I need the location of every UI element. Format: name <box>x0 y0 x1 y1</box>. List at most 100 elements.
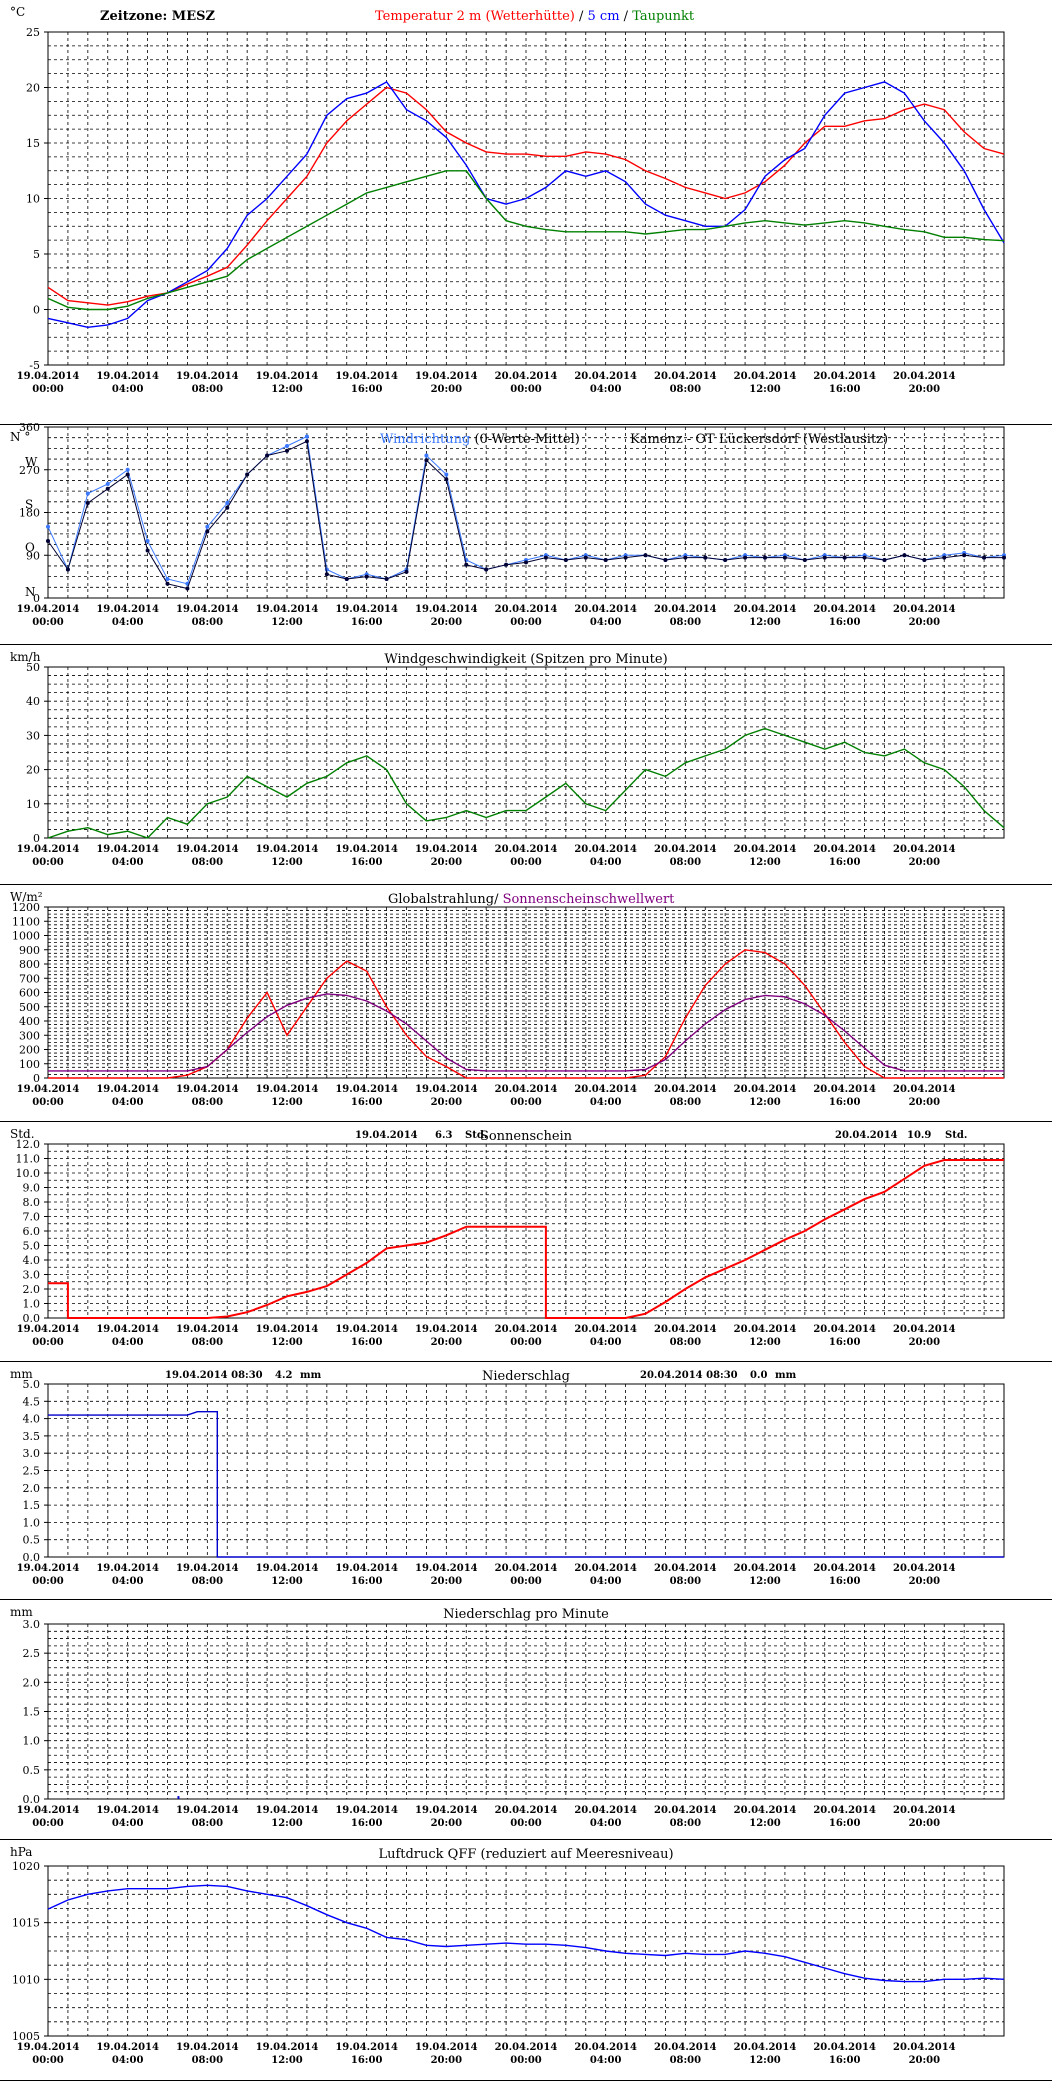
x-tick-time: 04:00 <box>112 1337 144 1348</box>
x-tick-date: 20.04.2014 <box>495 371 558 382</box>
x-tick-time: 04:00 <box>112 1576 144 1587</box>
x-tick-date: 20.04.2014 <box>574 1563 637 1574</box>
x-tick-date: 19.04.2014 <box>17 2042 80 2053</box>
title-part: / <box>575 9 588 24</box>
x-tick-date: 19.04.2014 <box>335 1084 398 1095</box>
x-tick-date: 20.04.2014 <box>734 1805 797 1816</box>
x-tick-time: 00:00 <box>32 1337 64 1348</box>
x-tick-time: 12:00 <box>271 384 303 395</box>
x-tick-date: 19.04.2014 <box>256 371 319 382</box>
x-tick-time: 04:00 <box>590 1576 622 1587</box>
x-tick-time: 04:00 <box>590 384 622 395</box>
x-tick-time: 20:00 <box>431 1097 463 1108</box>
x-tick-time: 00:00 <box>32 857 64 868</box>
x-tick-time: 16:00 <box>829 617 861 628</box>
x-tick-date: 20.04.2014 <box>893 371 956 382</box>
y-tick-label: 1005 <box>12 2030 40 2043</box>
y-tick-label: 360 <box>19 421 40 434</box>
x-tick-date: 19.04.2014 <box>17 844 80 855</box>
x-tick-time: 16:00 <box>351 1818 383 1829</box>
series-line <box>48 1159 1004 1319</box>
x-tick-time: 20:00 <box>909 617 941 628</box>
y-tick-label: 3.0 <box>23 1618 41 1631</box>
x-tick-date: 19.04.2014 <box>96 1084 159 1095</box>
x-tick-time: 12:00 <box>749 1818 781 1829</box>
x-tick-time: 12:00 <box>271 857 303 868</box>
y-tick-label: 1200 <box>12 901 40 914</box>
x-tick-date: 20.04.2014 <box>574 604 637 615</box>
y-tick-label: -5 <box>29 359 40 372</box>
x-tick-date: 20.04.2014 <box>813 1084 876 1095</box>
x-tick-time: 04:00 <box>112 857 144 868</box>
x-tick-date: 19.04.2014 <box>96 604 159 615</box>
x-tick-date: 20.04.2014 <box>495 2042 558 2053</box>
x-tick-time: 08:00 <box>192 1097 224 1108</box>
x-tick-date: 20.04.2014 <box>813 1805 876 1816</box>
x-tick-time: 16:00 <box>351 2055 383 2066</box>
x-tick-time: 08:00 <box>192 1337 224 1348</box>
x-tick-time: 08:00 <box>670 617 702 628</box>
y-tick-label: 20 <box>26 764 40 777</box>
chart-title: Sonnenschein <box>480 1129 573 1144</box>
y-tick-label: 0.5 <box>23 1764 41 1777</box>
x-tick-date: 19.04.2014 <box>335 1563 398 1574</box>
y-tick-label: 2.5 <box>23 1465 41 1478</box>
series-line <box>47 440 1004 590</box>
x-tick-time: 08:00 <box>192 617 224 628</box>
y-tick-label: 12.0 <box>16 1138 41 1151</box>
x-tick-time: 08:00 <box>192 2055 224 2066</box>
x-tick-time: 16:00 <box>351 1576 383 1587</box>
x-tick-time: 00:00 <box>510 857 542 868</box>
y-tick-label: 2.0 <box>23 1283 41 1296</box>
unit-label: hPa <box>10 1845 32 1859</box>
x-tick-date: 20.04.2014 <box>893 1324 956 1335</box>
chart-title: Luftdruck QFF (reduziert auf Meeresnivea… <box>378 1847 673 1862</box>
y-tick-label: 1.5 <box>23 1706 41 1719</box>
series-line <box>47 727 1005 839</box>
chart-title: Temperatur 2 m (Wetterhütte) / 5 cm / Ta… <box>375 9 695 24</box>
x-tick-date: 19.04.2014 <box>17 1084 80 1095</box>
y-tick-label: 1.0 <box>23 1298 41 1311</box>
x-tick-time: 04:00 <box>112 2055 144 2066</box>
y-tick-label: 1010 <box>12 1973 40 1986</box>
x-tick-date: 20.04.2014 <box>495 1563 558 1574</box>
x-tick-date: 19.04.2014 <box>335 2042 398 2053</box>
x-tick-time: 16:00 <box>829 1097 861 1108</box>
x-tick-time: 08:00 <box>670 857 702 868</box>
x-tick-time: 16:00 <box>351 617 383 628</box>
y-tick-label: 5.0 <box>23 1240 41 1253</box>
y-tick-label: 1020 <box>12 1860 40 1873</box>
x-tick-date: 20.04.2014 <box>893 1084 956 1095</box>
station-name: Kamenz - OT Lückersdorf (Westlausitz) <box>630 432 888 447</box>
y-tick-label: 10.0 <box>16 1167 41 1180</box>
x-tick-date: 19.04.2014 <box>415 1084 478 1095</box>
x-tick-time: 20:00 <box>431 1576 463 1587</box>
x-tick-date: 19.04.2014 <box>256 1084 319 1095</box>
day-sum-value: 10.9 <box>907 1130 931 1141</box>
unit-label: N ° <box>10 430 30 444</box>
x-tick-time: 16:00 <box>829 1818 861 1829</box>
y-tick-label: 1.0 <box>23 1735 41 1748</box>
y-tick-label: 1.5 <box>23 1499 41 1512</box>
y-tick-label: 10 <box>26 193 40 206</box>
x-tick-date: 20.04.2014 <box>893 604 956 615</box>
x-tick-date: 20.04.2014 <box>495 604 558 615</box>
x-tick-date: 19.04.2014 <box>176 2042 239 2053</box>
x-tick-time: 04:00 <box>590 1818 622 1829</box>
x-tick-date: 20.04.2014 <box>574 1324 637 1335</box>
x-tick-time: 16:00 <box>351 1337 383 1348</box>
x-tick-date: 20.04.2014 <box>574 371 637 382</box>
x-tick-date: 19.04.2014 <box>96 1563 159 1574</box>
y-tick-label: 0.5 <box>23 1534 41 1547</box>
y-tick-label: 0 <box>33 592 40 605</box>
x-tick-time: 20:00 <box>431 617 463 628</box>
x-tick-date: 20.04.2014 <box>495 1805 558 1816</box>
series-line <box>47 170 1005 311</box>
x-tick-date: 19.04.2014 <box>96 1805 159 1816</box>
x-tick-date: 20.04.2014 <box>574 1805 637 1816</box>
x-tick-date: 19.04.2014 <box>415 604 478 615</box>
x-tick-date: 19.04.2014 <box>256 1324 319 1335</box>
chart-title: Globalstrahlung/ Sonnenscheinschwellwert <box>388 892 675 907</box>
x-tick-date: 19.04.2014 <box>335 371 398 382</box>
